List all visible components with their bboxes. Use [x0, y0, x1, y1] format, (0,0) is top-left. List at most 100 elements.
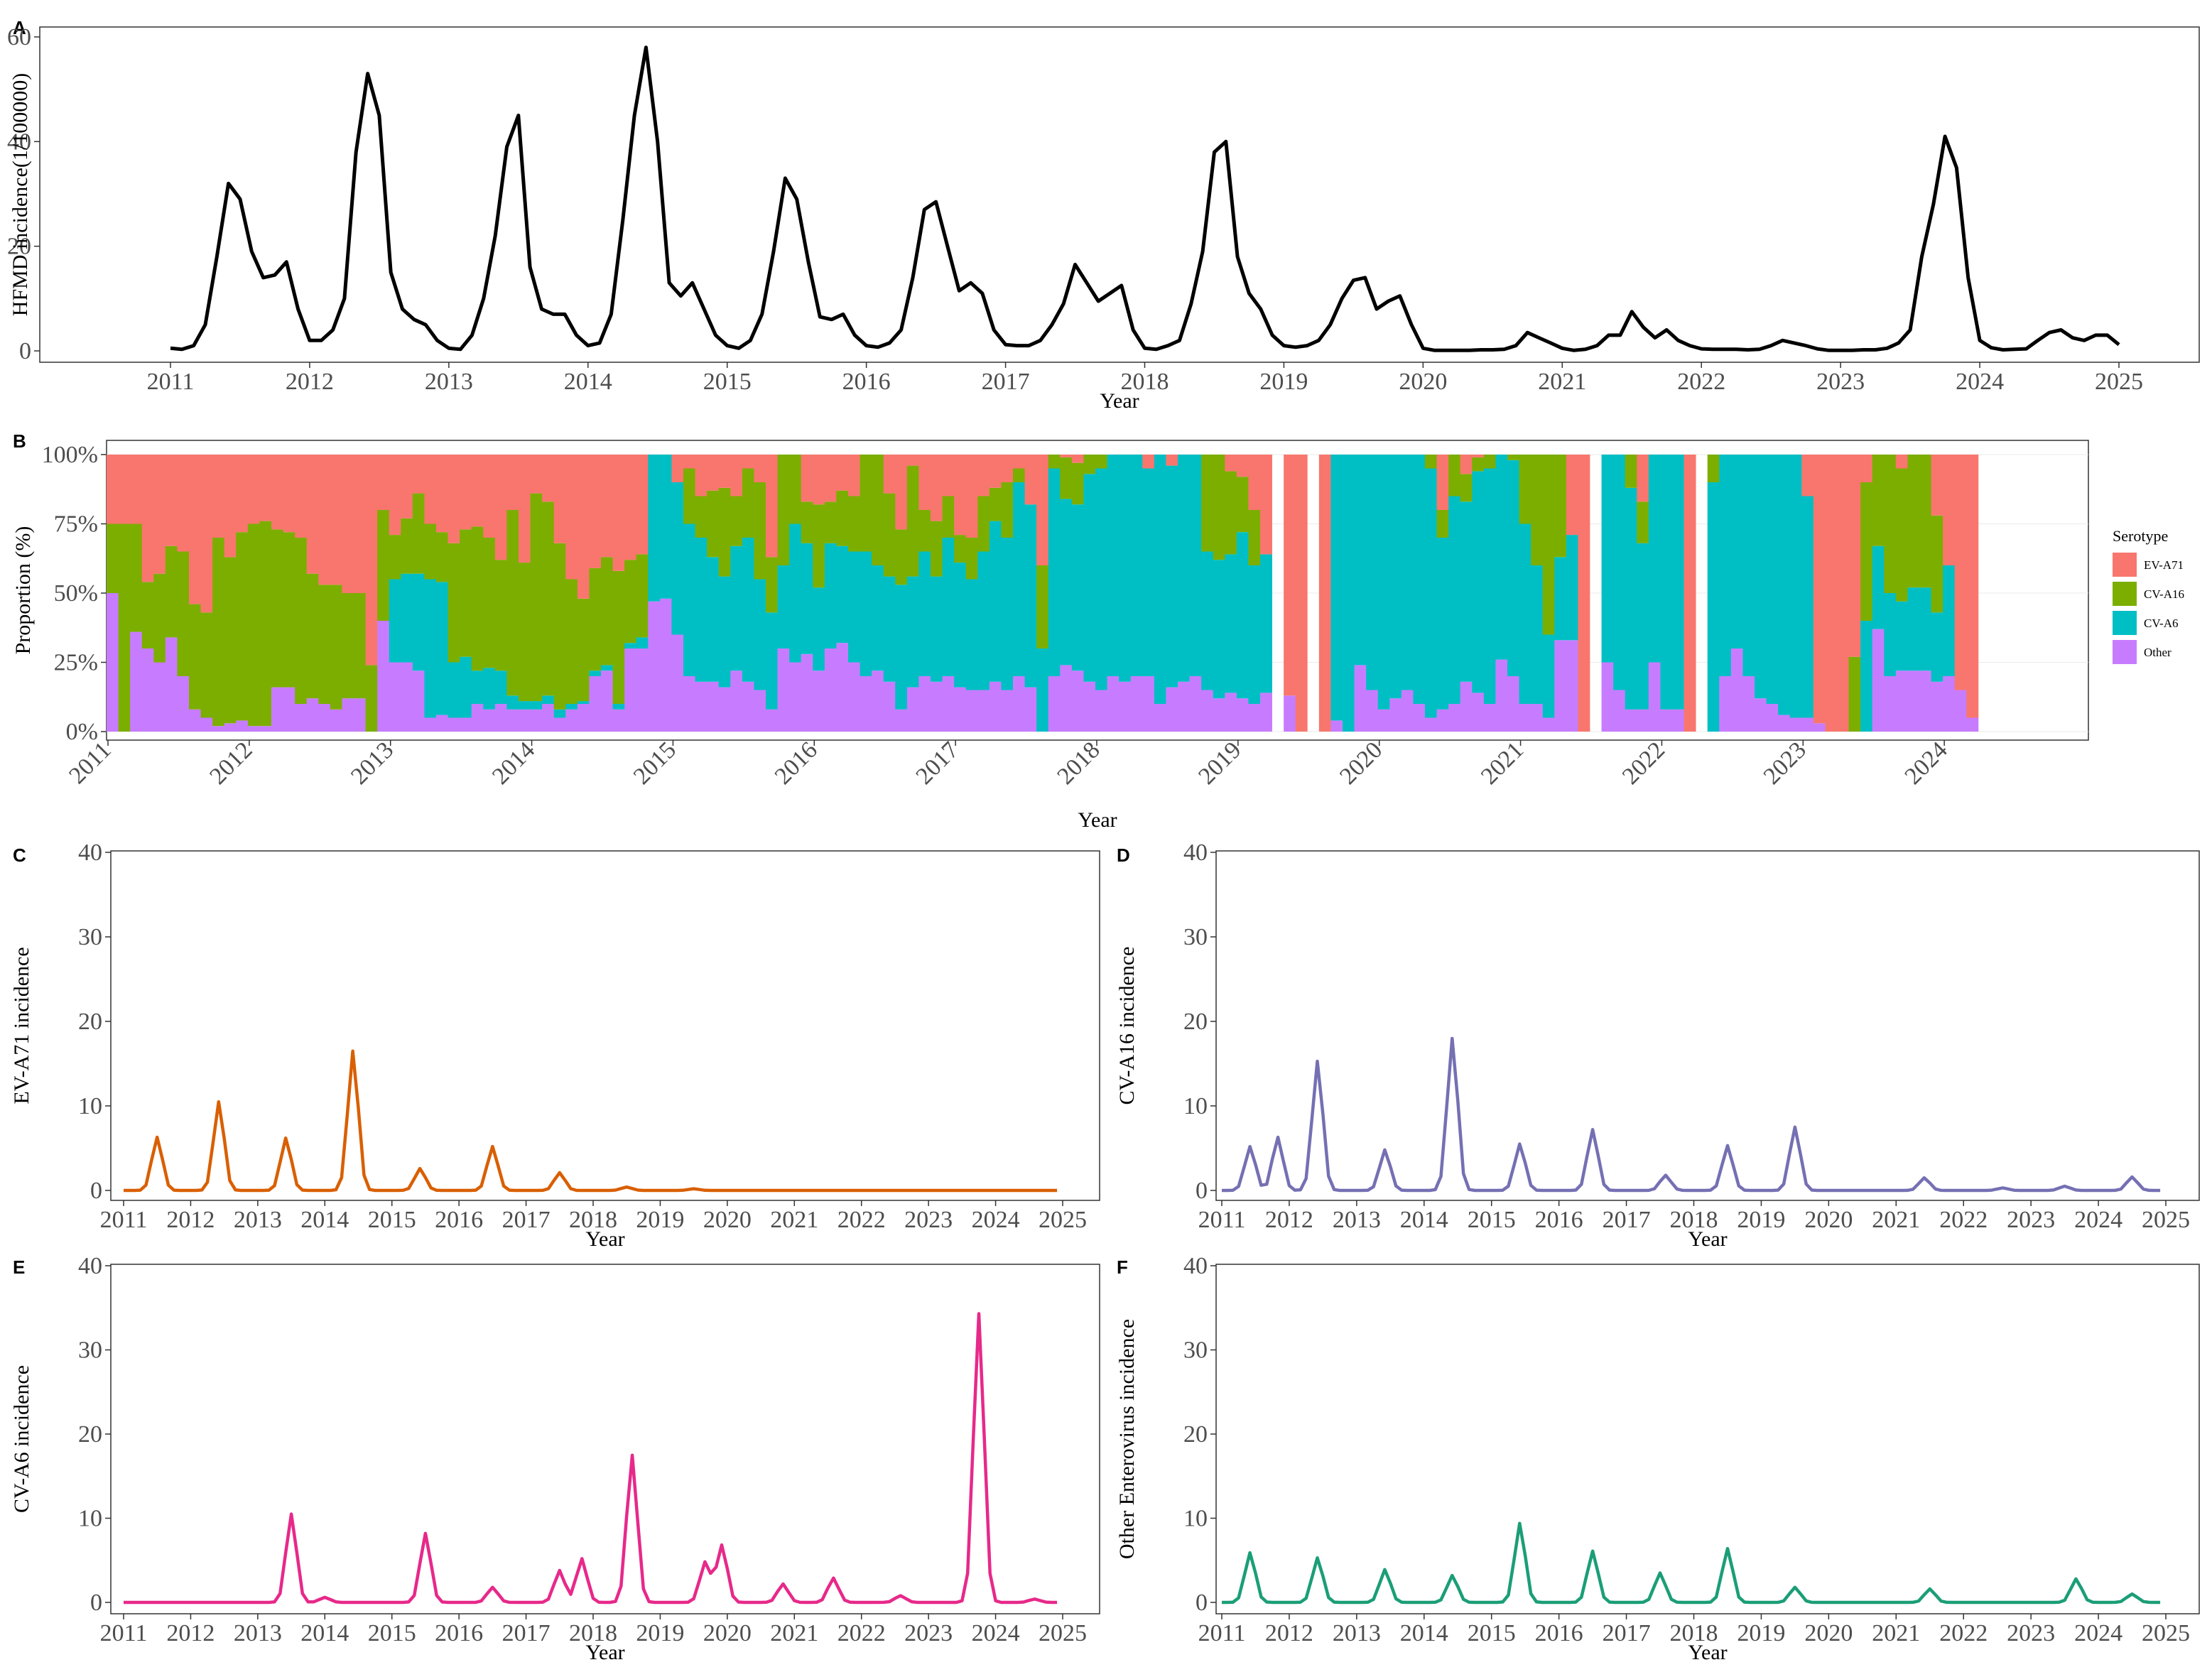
bar-segment-other	[247, 726, 260, 732]
bar-segment-cv-a16	[1519, 455, 1531, 524]
bar-segment-other	[1966, 717, 1979, 732]
bar-segment-cv-a6	[577, 701, 590, 704]
y-tick-label: 40	[1183, 1253, 1208, 1279]
bar-segment-other	[789, 662, 802, 732]
bar-segment-cv-a6	[601, 665, 613, 671]
bar-segment-cv-a16	[542, 501, 555, 696]
bar-segment-cv-a16	[1448, 455, 1461, 496]
bar-segment-other	[130, 631, 143, 732]
bar-segment-cv-a6	[494, 671, 507, 704]
bar-segment-cv-a6	[1201, 551, 1214, 690]
bar-segment-cv-a16	[141, 582, 154, 648]
bar-segment-cv-a16	[424, 523, 437, 580]
bar-segment-cv-a6	[1755, 455, 1767, 699]
bar-segment-cv-a16	[789, 455, 802, 524]
bar-segment-cv-a16	[872, 455, 884, 565]
bar-segment-other	[354, 698, 366, 732]
x-tick-label: 2013	[234, 1620, 282, 1646]
bar-segment-cv-a16	[448, 543, 460, 663]
bar-segment-other	[1436, 709, 1449, 732]
x-tick-label: 2016	[1535, 1620, 1583, 1646]
y-tick-label: 100%	[42, 442, 98, 468]
bar-segment-cv-a16	[730, 496, 743, 546]
bar-segment-cv-a6	[895, 585, 908, 710]
y-tick-label: 10	[78, 1093, 102, 1119]
bar-segment-ev-a71	[460, 455, 472, 530]
bar-segment-ev-a71	[1637, 455, 1649, 502]
y-tick-label: 10	[1183, 1506, 1208, 1532]
x-tick-label: 2014	[1400, 1620, 1448, 1646]
x-tick-label: 2011	[100, 1620, 148, 1646]
x-tick-label: 2012	[1265, 1207, 1313, 1233]
bar-segment-cv-a6	[1531, 565, 1544, 704]
x-tick-label: 2023	[1816, 369, 1865, 395]
bar-segment-cv-a16	[1554, 455, 1567, 558]
bar-segment-other	[1601, 662, 1614, 732]
bar-segment-ev-a71	[1060, 455, 1073, 457]
bar-segment-other	[200, 717, 213, 732]
bar-segment-cv-a6	[1178, 455, 1190, 682]
bar-segment-cv-a16	[824, 501, 837, 543]
bar-segment-ev-a71	[906, 455, 919, 466]
legend-title: Serotype	[2113, 527, 2168, 545]
bar-segment-cv-a16	[801, 501, 813, 543]
bar-segment-cv-a6	[565, 704, 578, 710]
plot-border	[110, 1264, 1100, 1614]
bar-segment-other	[1201, 690, 1214, 732]
bar-segment-other	[707, 681, 720, 732]
y-tick-label: 60	[7, 24, 31, 50]
bar-segment-other	[424, 717, 437, 732]
plot-border	[39, 26, 2200, 363]
legend-swatch	[2113, 582, 2137, 606]
bar-segment-cv-a16	[224, 557, 237, 724]
bar-segment-cv-a16	[1907, 455, 1920, 588]
bar-segment-other	[236, 720, 249, 732]
bar-segment-other	[1789, 717, 1802, 732]
bar-segment-other	[1130, 676, 1143, 732]
serotype-legend: Serotype EV-A71 CV-A16 CV-A6 Other	[2113, 527, 2184, 664]
bar-segment-ev-a71	[295, 455, 308, 538]
bar-segment-other	[165, 637, 178, 732]
x-tick-label: 2025	[2142, 1207, 2190, 1233]
bar-segment-other	[1413, 704, 1426, 732]
bar-segment-cv-a16	[1707, 455, 1720, 482]
panel-letter: E	[13, 1256, 25, 1278]
bar-segment-cv-a16	[718, 487, 731, 577]
x-tick-label: 2012	[166, 1620, 215, 1646]
bar-segment-cv-a16	[483, 538, 496, 668]
y-tick-label: 0	[1196, 1178, 1208, 1204]
x-axis-title: Year	[1688, 1227, 1727, 1251]
bar-segment-cv-a6	[1519, 523, 1531, 704]
bar-segment-cv-a16	[1895, 468, 1908, 602]
bar-segment-ev-a71	[494, 455, 507, 560]
bar-segment-other	[1366, 690, 1379, 732]
x-tick-label: 2011	[1198, 1620, 1246, 1646]
panel-b: B0%25%50%75%100%2011 2012 2013 2014 2015 2016…	[11, 430, 2089, 832]
bar-segment-other	[377, 621, 390, 732]
legend-label: CV-A16	[2144, 587, 2184, 601]
bar-segment-cv-a6	[1189, 455, 1202, 676]
bar-segment-ev-a71	[448, 455, 460, 543]
bar-segment-other	[1425, 717, 1437, 732]
x-tick-label: 2020	[1804, 1207, 1853, 1233]
y-tick-label: 30	[1183, 924, 1208, 950]
bar-segment-cv-a16	[1048, 455, 1061, 469]
bar-segment-cv-a6	[1542, 634, 1555, 718]
bar-segment-ev-a71	[1860, 455, 1873, 482]
bar-segment-cv-a6	[1354, 455, 1367, 666]
bar-segment-cv-a16	[401, 518, 413, 574]
bar-segment-ev-a71	[330, 455, 342, 585]
bar-segment-ev-a71	[1248, 455, 1261, 510]
bar-segment-ev-a71	[589, 455, 602, 568]
bar-segment-other	[401, 662, 413, 732]
legend-swatch	[2113, 640, 2137, 664]
bar-segment-cv-a6	[1766, 455, 1779, 704]
x-tick-label: 2021	[770, 1620, 818, 1646]
bar-segment-cv-a6	[460, 656, 472, 718]
bar-segment-ev-a71	[1284, 455, 1296, 696]
bar-segment-ev-a71	[1954, 455, 1967, 690]
x-tick-label: 2018	[1121, 369, 1169, 395]
bar-segment-cv-a6	[648, 455, 661, 602]
bar-segment-cv-a6	[1095, 468, 1107, 690]
x-tick-label: 2019	[636, 1620, 684, 1646]
